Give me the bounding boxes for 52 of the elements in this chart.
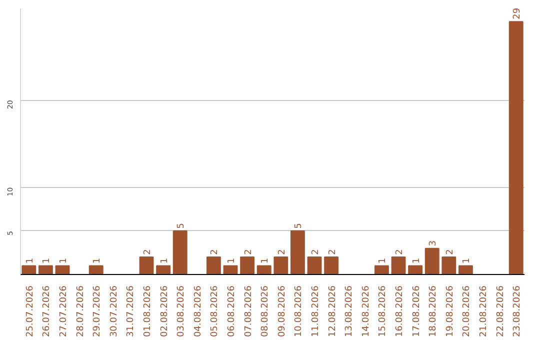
x-tick-label: 07.08.2026 bbox=[244, 285, 254, 338]
data-label: 1 bbox=[378, 258, 388, 264]
x-tick-label: 26.07.2026 bbox=[42, 285, 52, 338]
x-tick-label: 14.08.2026 bbox=[361, 285, 372, 338]
x-tick-label: 19.08.2026 bbox=[445, 285, 456, 338]
x-tick-label: 02.08.2026 bbox=[160, 285, 170, 338]
data-label: 1 bbox=[42, 258, 52, 264]
data-label: 1 bbox=[59, 258, 69, 264]
x-tick-label: 30.07.2026 bbox=[109, 285, 120, 338]
data-label: 1 bbox=[227, 258, 237, 264]
x-tick-label: 20.08.2026 bbox=[462, 285, 472, 338]
x-tick-label: 09.08.2026 bbox=[277, 285, 288, 338]
x-tick-label: 23.08.2026 bbox=[512, 285, 523, 338]
data-label: 1 bbox=[92, 258, 103, 264]
x-tick-label: 05.08.2026 bbox=[210, 285, 220, 338]
x-tick-label: 01.08.2026 bbox=[143, 285, 153, 338]
data-label: 5 bbox=[294, 222, 304, 229]
x-tick-label: 11.08.2026 bbox=[311, 285, 321, 338]
data-label: 2 bbox=[143, 249, 153, 255]
x-tick-label: 18.08.2026 bbox=[428, 285, 439, 338]
x-tick-label: 29.07.2026 bbox=[92, 285, 103, 338]
x-tick-label: 22.08.2026 bbox=[496, 285, 506, 338]
x-tick-label: 28.07.2026 bbox=[76, 285, 86, 338]
data-label: 2 bbox=[277, 249, 288, 255]
x-tick-label: 15.08.2026 bbox=[378, 285, 388, 338]
data-label: 3 bbox=[428, 240, 439, 246]
x-tick-label: 12.08.2026 bbox=[328, 285, 338, 338]
data-label: 1 bbox=[412, 258, 422, 264]
data-label: 2 bbox=[328, 249, 338, 255]
x-tick-label: 16.08.2026 bbox=[395, 285, 405, 338]
x-tick-label: 10.08.2026 bbox=[294, 285, 304, 338]
data-label: 1 bbox=[260, 258, 271, 264]
data-label: 2 bbox=[395, 249, 405, 255]
x-tick-label: 04.08.2026 bbox=[193, 285, 204, 338]
x-tick-label: 25.07.2026 bbox=[25, 285, 36, 338]
x-tick-label: 21.08.2026 bbox=[479, 285, 489, 338]
data-label: 2 bbox=[311, 249, 321, 255]
x-tick-label: 27.07.2026 bbox=[59, 285, 69, 338]
x-tick-label: 06.08.2026 bbox=[227, 285, 237, 338]
data-label: 5 bbox=[176, 222, 187, 229]
x-tick-label: 31.07.2026 bbox=[126, 285, 136, 338]
x-tick-label: 13.08.2026 bbox=[344, 285, 355, 338]
data-label: 1 bbox=[462, 258, 472, 264]
x-tick-label: 17.08.2026 bbox=[412, 285, 422, 338]
data-label: 1 bbox=[25, 258, 36, 264]
x-tick-label: 03.08.2026 bbox=[176, 285, 187, 338]
data-label: 2 bbox=[445, 249, 456, 255]
x-tick-label: 08.08.2026 bbox=[260, 285, 271, 338]
data-label: 2 bbox=[244, 249, 254, 255]
data-label: 29 bbox=[512, 8, 523, 20]
data-label: 1 bbox=[160, 258, 170, 264]
data-label: 2 bbox=[210, 249, 220, 255]
